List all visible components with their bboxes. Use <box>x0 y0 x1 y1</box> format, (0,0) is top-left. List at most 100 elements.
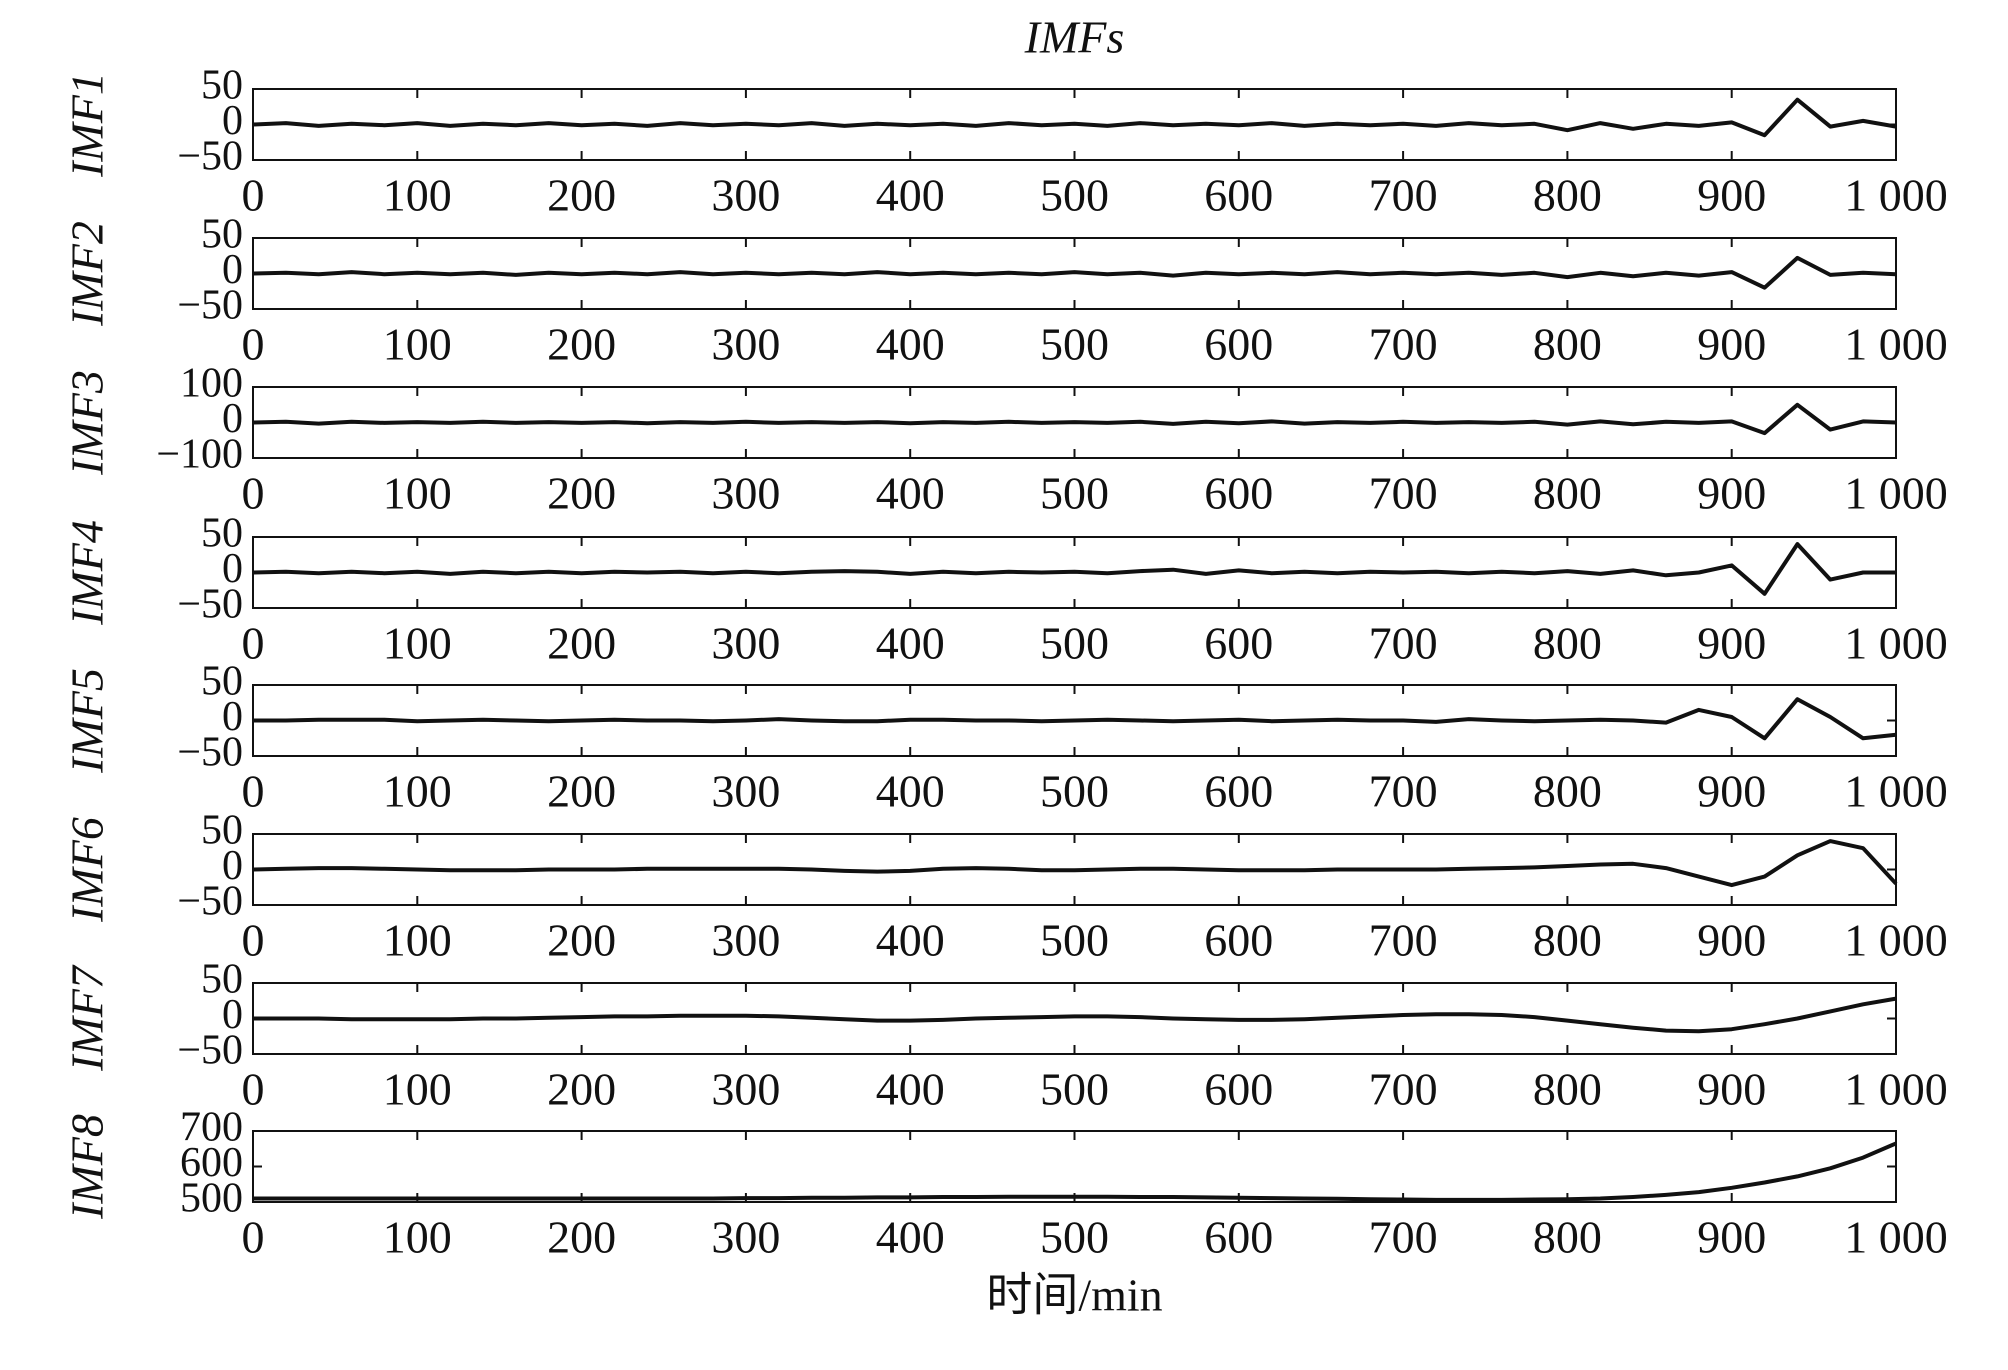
x-tick-label: 100 <box>383 1212 452 1263</box>
y-axis-label: IMF3 <box>62 370 113 476</box>
x-tick-label: 300 <box>711 1212 780 1263</box>
x-tick-label: 700 <box>1369 468 1438 519</box>
x-tick-label: 0 <box>242 618 265 669</box>
x-tick-label: 100 <box>383 1064 452 1115</box>
x-tick-label: 200 <box>547 766 616 817</box>
x-tick-label: 400 <box>876 766 945 817</box>
x-tick-label: 0 <box>242 170 265 221</box>
chart-title: IMFs <box>1024 12 1125 63</box>
x-tick-label: 400 <box>876 1064 945 1115</box>
x-tick-label: 300 <box>711 319 780 370</box>
x-tick-label: 700 <box>1369 766 1438 817</box>
y-axis-label: IMF2 <box>62 221 113 327</box>
x-tick-label: 900 <box>1697 915 1766 966</box>
series-line <box>253 996 1897 1034</box>
y-axis-label: IMF4 <box>62 520 113 626</box>
x-tick-label: 0 <box>242 1212 265 1263</box>
x-tick-label: 200 <box>547 915 616 966</box>
x-tick-label: 200 <box>547 1212 616 1263</box>
x-tick-label: 0 <box>242 319 265 370</box>
x-tick-label: 300 <box>711 468 780 519</box>
y-tick-label: 600 <box>180 1140 243 1186</box>
x-tick-label: 1 000 <box>1844 170 1948 221</box>
x-tick-label: 700 <box>1369 1064 1438 1115</box>
y-tick-label: 0 <box>222 546 243 592</box>
x-tick-label: 700 <box>1369 319 1438 370</box>
y-tick-label: −50 <box>177 730 243 776</box>
y-tick-label: 100 <box>180 361 243 407</box>
x-tick-label: 900 <box>1697 170 1766 221</box>
y-tick-label: 0 <box>222 98 243 144</box>
x-tick-label: 200 <box>547 170 616 221</box>
y-tick-label: 50 <box>201 511 243 557</box>
x-tick-label: 100 <box>383 170 452 221</box>
y-tick-label: 50 <box>201 63 243 109</box>
x-tick-label: 800 <box>1533 170 1602 221</box>
y-tick-label: 50 <box>201 212 243 258</box>
x-tick-label: 500 <box>1040 468 1109 519</box>
x-tick-label: 600 <box>1204 468 1273 519</box>
x-tick-label: 800 <box>1533 468 1602 519</box>
x-axis-label: 时间/min <box>986 1270 1162 1321</box>
x-tick-label: 600 <box>1204 1064 1273 1115</box>
x-tick-label: 100 <box>383 319 452 370</box>
x-tick-label: 800 <box>1533 1064 1602 1115</box>
y-tick-label: 0 <box>222 694 243 740</box>
y-tick-label: 0 <box>222 396 243 442</box>
x-tick-label: 0 <box>242 468 265 519</box>
x-tick-label: 100 <box>383 915 452 966</box>
x-tick-label: 600 <box>1204 618 1273 669</box>
x-tick-label: 900 <box>1697 618 1766 669</box>
x-tick-label: 1 000 <box>1844 915 1948 966</box>
x-tick-label: 500 <box>1040 766 1109 817</box>
y-tick-label: −100 <box>156 432 243 478</box>
y-tick-label: 50 <box>201 808 243 854</box>
x-tick-label: 700 <box>1369 1212 1438 1263</box>
y-axis-label: IMF5 <box>62 668 113 774</box>
y-axis-label: IMF8 <box>62 1114 113 1220</box>
y-tick-label: 500 <box>180 1176 243 1222</box>
x-tick-label: 100 <box>383 766 452 817</box>
x-tick-label: 400 <box>876 468 945 519</box>
y-tick-label: −50 <box>177 283 243 329</box>
x-tick-label: 500 <box>1040 618 1109 669</box>
x-tick-label: 400 <box>876 1212 945 1263</box>
x-tick-label: 900 <box>1697 1212 1766 1263</box>
series-line <box>252 255 1897 290</box>
series-line <box>252 97 1897 138</box>
x-tick-label: 300 <box>711 170 780 221</box>
x-tick-label: 400 <box>876 319 945 370</box>
y-axis-label: IMF7 <box>62 964 113 1072</box>
y-axis-label: IMF1 <box>62 72 113 178</box>
x-tick-label: 600 <box>1204 319 1273 370</box>
x-tick-label: 400 <box>876 618 945 669</box>
y-axis-label: IMF6 <box>62 817 113 923</box>
y-tick-label: −50 <box>177 1028 243 1074</box>
x-tick-label: 900 <box>1697 1064 1766 1115</box>
x-tick-label: 200 <box>547 1064 616 1115</box>
x-tick-label: 1 000 <box>1844 766 1948 817</box>
x-tick-label: 1 000 <box>1844 618 1948 669</box>
axes-frame <box>252 1130 1897 1203</box>
x-tick-label: 1 000 <box>1844 468 1948 519</box>
x-tick-label: 200 <box>547 319 616 370</box>
x-tick-label: 900 <box>1697 319 1766 370</box>
x-tick-label: 600 <box>1204 766 1273 817</box>
series-line <box>253 1141 1897 1202</box>
x-tick-label: 1 000 <box>1844 319 1948 370</box>
y-tick-label: −50 <box>177 134 243 180</box>
x-tick-label: 700 <box>1369 170 1438 221</box>
x-tick-label: 500 <box>1040 170 1109 221</box>
x-tick-label: 600 <box>1204 1212 1273 1263</box>
x-tick-label: 500 <box>1040 1212 1109 1263</box>
x-tick-label: 200 <box>547 618 616 669</box>
x-tick-label: 800 <box>1533 766 1602 817</box>
x-tick-label: 800 <box>1533 618 1602 669</box>
x-tick-label: 300 <box>711 618 780 669</box>
y-tick-label: 700 <box>180 1105 243 1151</box>
x-tick-label: 400 <box>876 915 945 966</box>
y-tick-label: 50 <box>201 659 243 705</box>
x-tick-label: 300 <box>711 1064 780 1115</box>
y-tick-label: 0 <box>222 992 243 1038</box>
series-line <box>253 697 1897 741</box>
